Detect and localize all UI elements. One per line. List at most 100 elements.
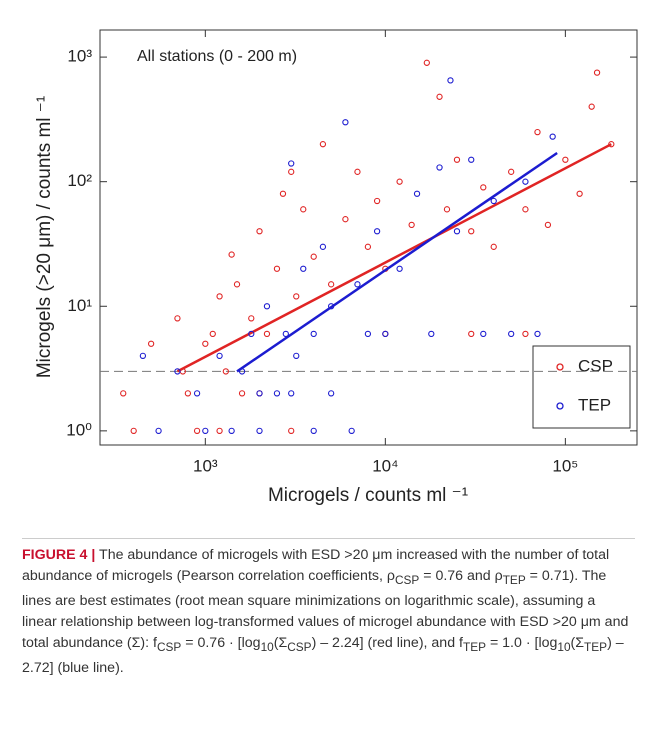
point (522, 206, 529, 213)
fit-line (236, 151, 558, 373)
caption-text: = 0.76 · [log (181, 634, 261, 651)
point (373, 197, 381, 205)
point (480, 330, 487, 338)
point (508, 168, 515, 175)
point (468, 228, 475, 235)
point (364, 243, 372, 250)
point (174, 315, 181, 322)
point (396, 265, 403, 272)
x-tick-label: 10⁴ (372, 456, 398, 475)
point (288, 168, 295, 175)
caption-sub: CSP (287, 639, 312, 654)
point (468, 330, 475, 338)
point (436, 93, 443, 100)
point (408, 221, 415, 229)
point (544, 221, 552, 229)
point (342, 119, 349, 126)
point (184, 390, 192, 397)
point (273, 390, 281, 397)
point (263, 330, 271, 338)
caption-sub: TEP (502, 572, 526, 587)
point (348, 427, 355, 435)
caption-text: (Σ (570, 634, 585, 651)
legend-marker (556, 363, 564, 371)
point (423, 59, 430, 66)
point (327, 281, 335, 288)
point (327, 390, 335, 397)
point (593, 69, 601, 76)
y-axis-label: Microgels (>20 μm) / counts ml ⁻¹ (34, 96, 55, 378)
point (216, 352, 223, 359)
point (453, 156, 461, 163)
point (522, 330, 529, 338)
y-tick-label: 10¹ (67, 296, 92, 315)
caption-sub: 10 (260, 639, 274, 654)
x-tick-label: 10³ (193, 456, 218, 475)
point (216, 293, 223, 300)
point (480, 184, 487, 191)
point (248, 330, 255, 338)
point (273, 265, 281, 272)
point (588, 103, 595, 110)
point (549, 133, 556, 140)
caption-text: = 0.71). The lines are best estimates (r… (22, 568, 629, 651)
point (293, 352, 300, 359)
chart: All stations (0 - 200 m) Microgels / cou… (34, 29, 638, 506)
point (282, 330, 289, 338)
y-tick-label: 10³ (67, 47, 92, 66)
point (562, 156, 569, 163)
caption-sub: TEP (584, 639, 608, 654)
point (354, 281, 361, 288)
point (396, 178, 403, 185)
point (490, 197, 497, 205)
point (310, 427, 317, 435)
point (293, 293, 300, 300)
legend-label: TEP (578, 395, 611, 414)
point (233, 281, 241, 288)
annotation: All stations (0 - 200 m) (137, 48, 297, 65)
point (436, 164, 443, 171)
point (300, 265, 307, 272)
point (147, 340, 155, 347)
point (508, 330, 515, 338)
point (534, 128, 541, 136)
point (155, 427, 162, 435)
point (130, 427, 137, 435)
x-axis-label: Microgels / counts ml ⁻¹ (268, 485, 468, 506)
point (443, 206, 451, 213)
point (382, 330, 389, 338)
legend (532, 345, 631, 429)
point (288, 390, 295, 397)
divider (22, 538, 635, 539)
point (202, 427, 209, 435)
caption: FIGURE 4 | The abundance of microgels wi… (22, 545, 632, 679)
point (202, 340, 209, 347)
point (193, 427, 201, 435)
point (288, 160, 295, 167)
caption-text: = 1.0 · [log (486, 634, 558, 651)
point (354, 168, 361, 175)
point (300, 206, 307, 213)
point (447, 77, 454, 84)
caption-sub: CSP (156, 639, 182, 654)
point (279, 190, 287, 197)
point (228, 427, 235, 435)
fit-line (176, 143, 612, 373)
caption-text: ) – 2.24] (red line), and f (311, 634, 463, 651)
caption-text: The abundance of microgels with ESD >20 … (22, 547, 610, 584)
point (373, 228, 381, 235)
point (319, 141, 327, 148)
point (228, 251, 235, 258)
point (534, 330, 541, 338)
caption-text: ) – 2.72] (blue line). (22, 634, 624, 676)
plot-frame (99, 29, 638, 446)
legend-marker (556, 402, 564, 410)
point (139, 352, 147, 359)
caption-sub: TEP (462, 639, 486, 654)
point (256, 427, 263, 435)
point (263, 303, 271, 310)
y-tick-label: 10⁰ (66, 420, 92, 439)
point (310, 330, 317, 338)
point (209, 330, 216, 338)
